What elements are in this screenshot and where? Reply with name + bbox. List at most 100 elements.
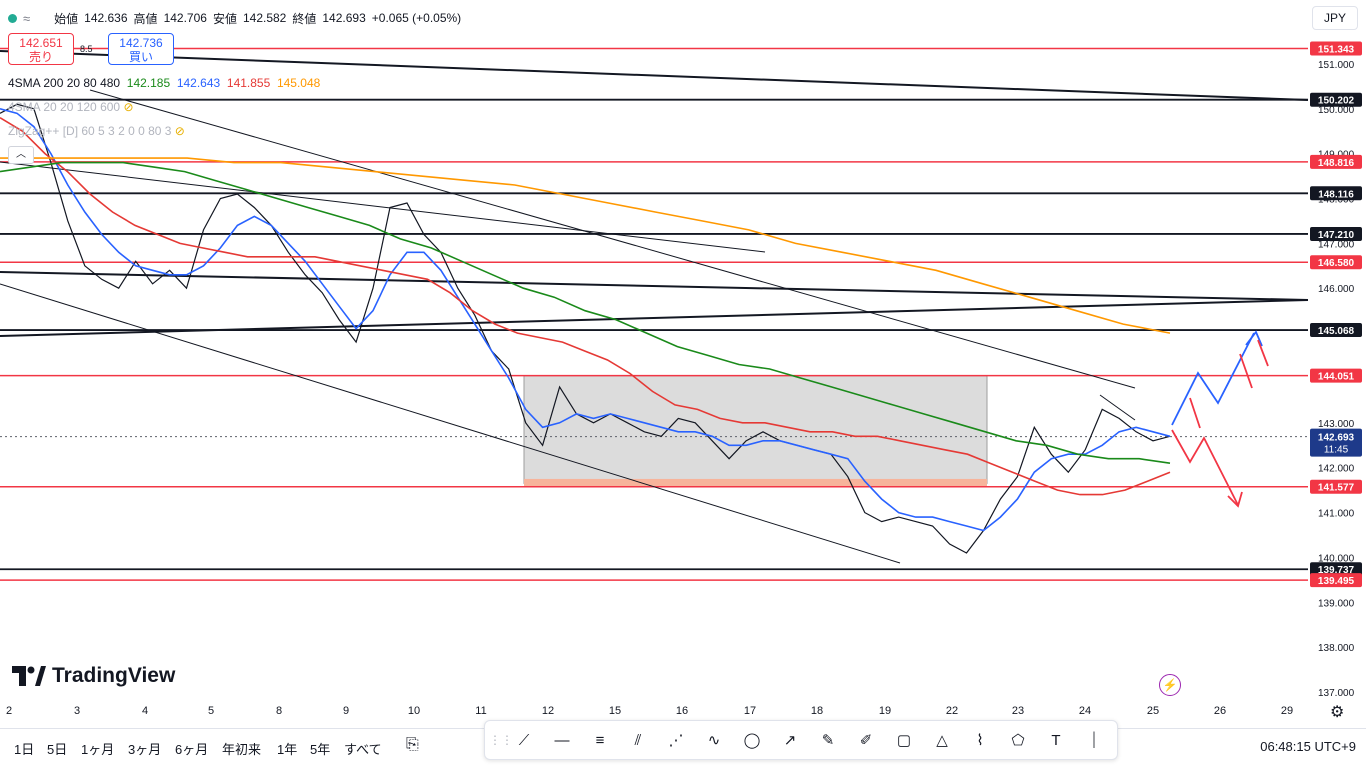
pattern-icon[interactable]: ⬠ — [1011, 732, 1025, 749]
rectangle-icon[interactable]: ▢ — [896, 732, 912, 749]
gear-icon[interactable]: ⚙ — [1330, 704, 1345, 721]
path-icon[interactable]: ⌇ — [976, 732, 984, 749]
projection-alt3 — [1189, 397, 1201, 429]
x-tick-4: 8 — [276, 705, 282, 717]
horizontal-ray-icon[interactable]: — — [554, 731, 570, 749]
pitchfork-icon[interactable]: ⫽ — [634, 731, 642, 749]
y-tick-0: 151.000 — [1318, 60, 1355, 71]
sma-value-orange: 145.048 — [276, 76, 321, 90]
parallel-channel-icon[interactable]: ≡ — [595, 731, 605, 749]
time-axis: 2 3 4 5 8 9 10 11 12 15 16 17 18 19 22 23 24 25 26 29 — [6, 705, 1293, 717]
range-box-bottom — [524, 478, 987, 487]
level-label-5: 146.580 — [1318, 258, 1355, 269]
level-label-9: 139.737 — [1318, 565, 1355, 576]
x-tick-18: 26 — [1214, 705, 1226, 717]
level-label-10: 139.495 — [1318, 576, 1355, 587]
brush-icon[interactable]: ✎ — [821, 732, 835, 749]
curve-icon[interactable]: ∿ — [707, 732, 721, 749]
level-label-bg-1 — [1310, 92, 1362, 107]
high-label: 高値 — [133, 11, 158, 26]
timeframe-1[interactable]: 5日 — [47, 742, 68, 757]
level-label-0: 151.343 — [1318, 45, 1355, 56]
text-icon[interactable]: T — [1051, 731, 1061, 749]
projection-down-head — [1227, 491, 1243, 508]
level-label-4: 147.210 — [1318, 230, 1355, 241]
last-price-countdown: 11:45 — [1324, 445, 1349, 456]
y-tick-11: 139.000 — [1318, 598, 1355, 609]
trend-line-1 — [0, 299, 1309, 337]
change-value: +0.065 (+0.05%) — [371, 11, 462, 25]
price-series — [0, 103, 1171, 554]
trend-line-2 — [0, 271, 1309, 301]
indicator-sma2-name: 4SMA 20 20 120 600 — [8, 100, 121, 114]
trend-line-icon[interactable]: ⟋ — [518, 731, 530, 749]
y-tick-12: 138.000 — [1318, 643, 1355, 654]
x-tick-19: 29 — [1281, 705, 1293, 717]
y-tick-5: 146.000 — [1318, 284, 1355, 295]
x-tick-15: 23 — [1012, 705, 1024, 717]
buy-button[interactable]: 142.736 買い — [108, 33, 174, 65]
x-tick-0: 2 — [6, 705, 12, 717]
x-tick-2: 4 — [142, 705, 148, 717]
y-tick-9: 141.000 — [1318, 509, 1355, 520]
chart-plot — [0, 47, 1309, 581]
timeframe-2[interactable]: 1ヶ月 — [81, 742, 115, 757]
grip-icon[interactable]: ⋮⋮ — [489, 733, 513, 747]
timeframe-4[interactable]: 6ヶ月 — [175, 742, 209, 757]
timeframe-5[interactable]: 年初来 — [222, 742, 262, 757]
projection-up-head — [1245, 330, 1263, 347]
currency-selector[interactable]: JPY — [1312, 6, 1358, 30]
lightning-icon[interactable]: ⚡ — [1159, 674, 1181, 696]
last-price-bg — [1310, 428, 1362, 457]
open-label: 始値 — [54, 11, 79, 26]
y-tick-7: 143.000 — [1318, 419, 1355, 430]
level-label-bg-5 — [1310, 255, 1362, 270]
collapse-legend-button[interactable]: ︿ — [8, 146, 34, 164]
close-value: 142.693 — [322, 11, 366, 25]
arrow-icon[interactable]: ↗ — [783, 732, 797, 749]
level-label-bg-8 — [1310, 479, 1362, 494]
x-tick-3: 5 — [208, 705, 214, 717]
level-label-bg-0 — [1310, 41, 1362, 56]
hidden-eye-icon[interactable]: ⊘ — [123, 100, 134, 114]
level-label-bg-2 — [1310, 154, 1362, 169]
highlighter-icon[interactable]: ✐ — [859, 732, 873, 749]
indicator-zigzag[interactable]: ZigZag++ [D] 60 5 3 2 0 0 80 3 ⊘ — [8, 124, 185, 138]
timeframe-7[interactable]: 5年 — [310, 742, 331, 757]
fib-icon[interactable]: ⋰ — [668, 732, 684, 749]
vertical-line-icon[interactable]: ⏐ — [1089, 731, 1099, 749]
triangle-icon[interactable]: △ — [936, 732, 948, 749]
ellipse-icon[interactable]: ◯ — [743, 732, 761, 749]
compare-icon[interactable]: ⎘ — [406, 736, 419, 753]
sma-value-blue: 142.643 — [176, 76, 221, 90]
clock: 06:48:15 UTC+9 — [1260, 739, 1356, 754]
buy-label: 買い — [128, 50, 153, 64]
timeframe-0[interactable]: 1日 — [14, 742, 35, 757]
x-tick-9: 15 — [609, 705, 621, 717]
sell-button[interactable]: 142.651 売り — [8, 33, 74, 65]
level-label-bg-3 — [1310, 186, 1362, 201]
indicator-sma-name: 4SMA 200 20 80 480 — [8, 76, 121, 90]
open-value: 142.636 — [84, 11, 128, 25]
x-tick-1: 3 — [74, 705, 80, 717]
level-label-bg-4 — [1310, 226, 1362, 241]
timeframe-8[interactable]: すべて — [344, 742, 382, 757]
x-tick-7: 11 — [475, 705, 486, 717]
trend-line-3 — [0, 283, 901, 564]
market-status-icon — [8, 13, 17, 23]
x-tick-13: 19 — [879, 705, 891, 717]
hidden-eye-icon[interactable]: ⊘ — [174, 124, 185, 138]
timeframe-6[interactable]: 1年 — [277, 742, 298, 757]
sma-blue — [0, 108, 1171, 532]
y-tick-10: 140.000 — [1318, 553, 1355, 564]
sma-value-green: 142.185 — [126, 76, 171, 90]
x-tick-10: 16 — [676, 705, 688, 717]
level-label-bg-9 — [1310, 562, 1362, 577]
trend-line-5 — [89, 89, 1136, 389]
tradingview-logo-icon — [12, 666, 46, 686]
indicator-sma2[interactable]: 4SMA 20 20 120 600 ⊘ — [8, 100, 134, 114]
low-label: 安値 — [212, 11, 237, 26]
indicator-sma[interactable]: 4SMA 200 20 80 480 142.185 142.643 141.8… — [8, 76, 320, 90]
timeframe-3[interactable]: 3ヶ月 — [128, 742, 162, 757]
